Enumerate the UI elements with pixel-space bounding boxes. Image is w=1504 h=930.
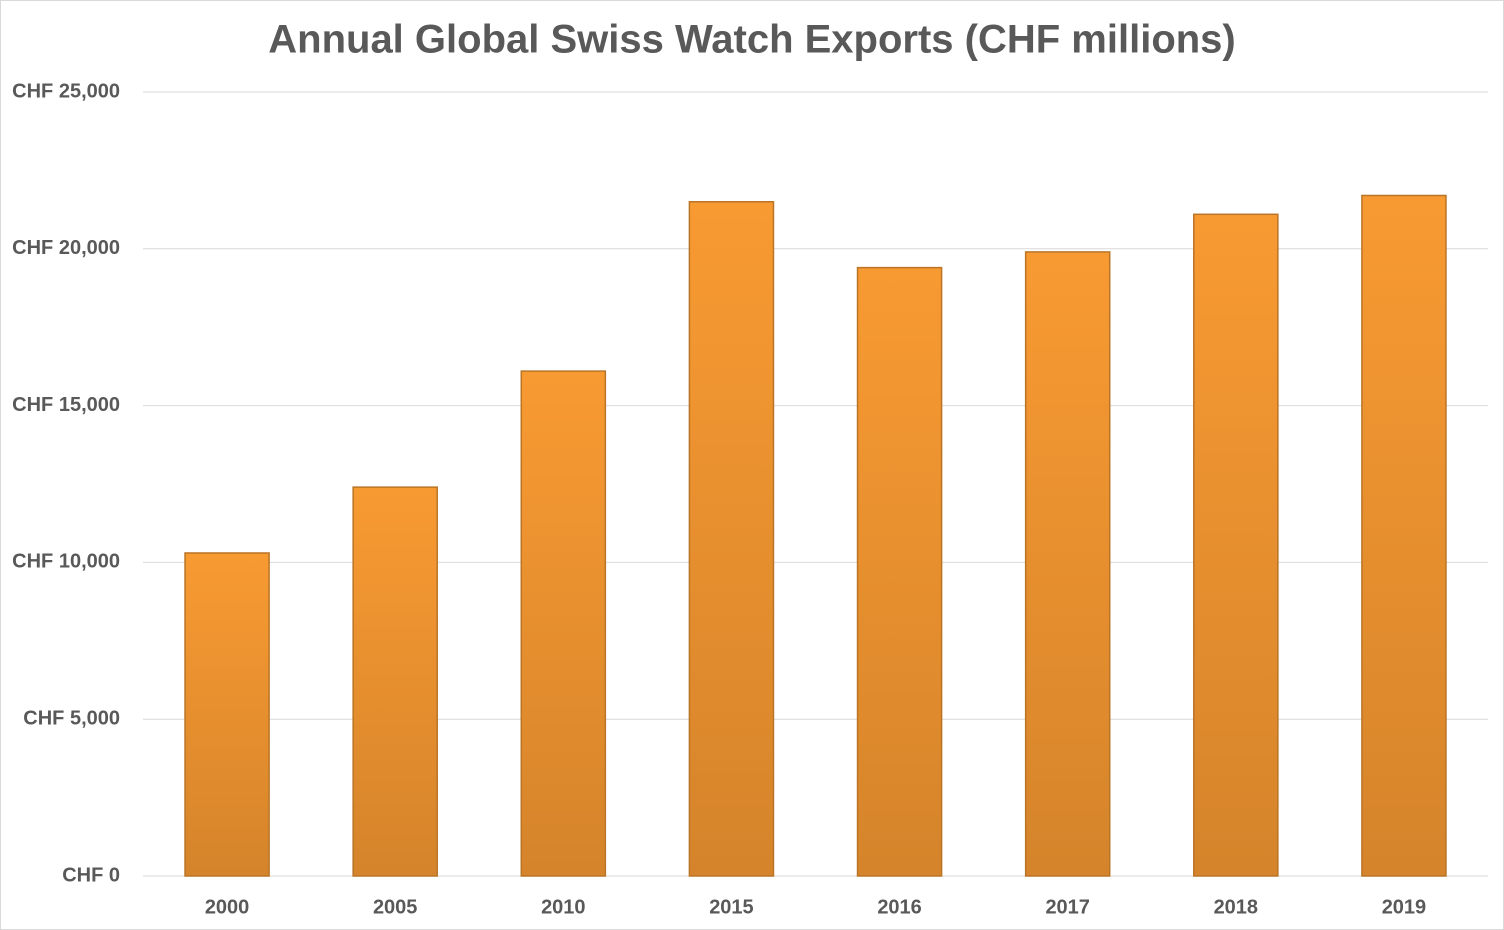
x-tick-label: 2019 bbox=[1382, 896, 1427, 918]
x-tick-label: 2005 bbox=[373, 896, 418, 918]
y-tick-label: CHF 0 bbox=[62, 864, 120, 886]
y-tick-label: CHF 25,000 bbox=[12, 80, 120, 102]
bar bbox=[184, 552, 270, 877]
y-tick-label: CHF 20,000 bbox=[12, 237, 120, 259]
y-tick-label: CHF 5,000 bbox=[23, 707, 120, 729]
bar bbox=[520, 370, 607, 877]
x-tick-label: 2016 bbox=[877, 896, 922, 918]
y-tick-label: CHF 15,000 bbox=[12, 394, 120, 416]
bar bbox=[856, 266, 943, 877]
x-tick-label: 2010 bbox=[541, 896, 586, 918]
chart-title: Annual Global Swiss Watch Exports (CHF m… bbox=[268, 18, 1236, 62]
bar bbox=[688, 201, 775, 877]
x-tick-label: 2015 bbox=[709, 896, 754, 918]
x-tick-label: 2017 bbox=[1045, 896, 1090, 918]
bar bbox=[1361, 194, 1447, 877]
bar bbox=[1193, 213, 1279, 877]
bar bbox=[1024, 251, 1111, 877]
y-tick-label: CHF 10,000 bbox=[12, 551, 120, 573]
x-tick-label: 2018 bbox=[1214, 896, 1259, 918]
x-tick-label: 2000 bbox=[205, 896, 250, 918]
bar bbox=[352, 486, 438, 877]
